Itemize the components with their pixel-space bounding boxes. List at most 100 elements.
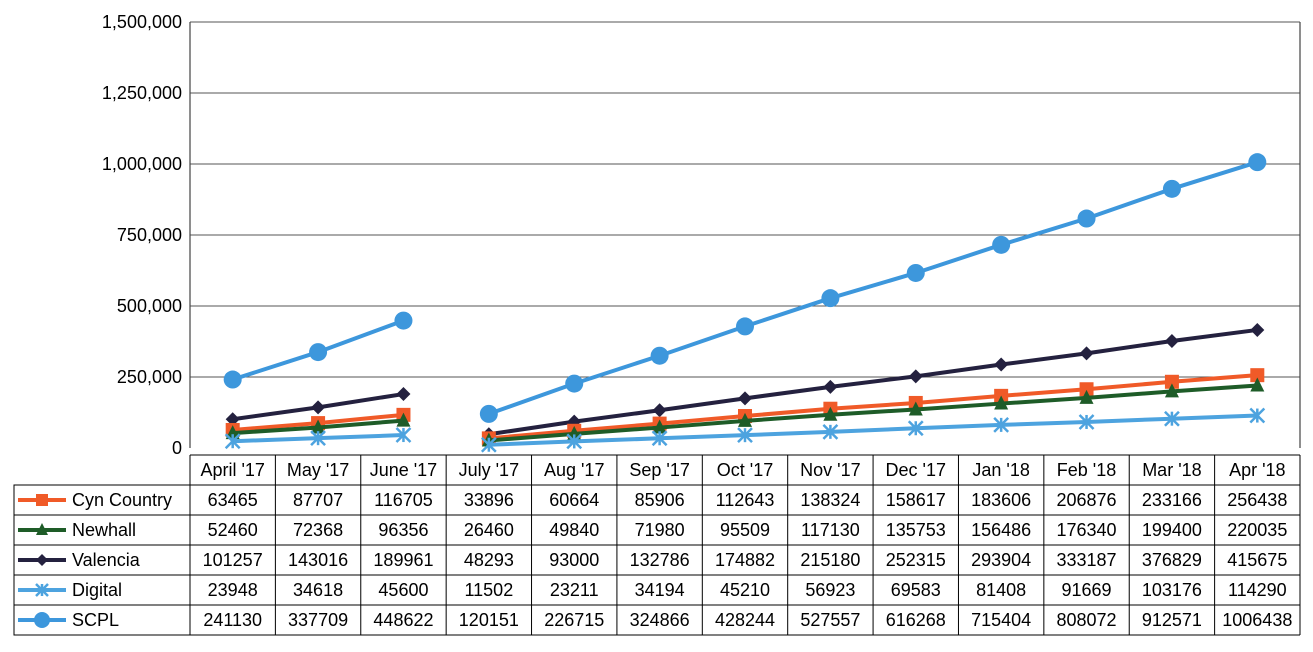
series-line-valencia [486,327,1260,437]
data-point [1164,410,1180,427]
data-point [738,391,752,406]
category-label: April '17 [200,460,264,480]
table-value: 114290 [1228,580,1287,600]
table-value: 63465 [208,490,258,510]
table-value: 233166 [1142,490,1202,510]
table-value: 174882 [715,550,775,570]
table-value: 135753 [886,520,946,540]
table-value: 912571 [1142,610,1202,630]
table-value: 189961 [373,550,433,570]
data-point [993,416,1010,433]
data-point [309,343,328,362]
data-point [1079,346,1094,361]
legend-label: SCPL [72,610,119,630]
category-label: July '17 [459,460,519,480]
table-value: 220035 [1227,520,1287,540]
y-tick-label: 0 [172,438,182,458]
table-value: 23948 [208,580,258,600]
table-value: 103176 [1142,580,1202,600]
data-point [651,430,668,447]
data-point [311,419,326,434]
data-point [908,401,923,416]
y-tick-label: 250,000 [117,367,182,387]
data-point [565,374,584,393]
category-label: Sep '17 [629,460,690,480]
table-value: 808072 [1056,610,1116,630]
table-value: 49840 [549,520,599,540]
data-point [1079,389,1094,404]
table-value: 715404 [971,610,1031,630]
table-value: 11502 [464,580,513,600]
data-point [652,419,667,434]
table-value: 34194 [635,580,685,600]
legend-label: Cyn Country [72,490,172,510]
table-value: 120151 [459,610,519,630]
data-point [907,420,924,437]
category-label: Apr '18 [1229,460,1285,480]
category-label: June '17 [370,460,438,480]
data-point [225,425,240,440]
data-point [1077,209,1096,228]
data-point [736,317,754,336]
table-value: 48293 [464,550,514,570]
data-point [396,412,411,427]
legend-marker [36,494,48,506]
table-value: 206876 [1056,490,1116,510]
data-point [310,430,326,447]
y-tick-label: 1,250,000 [102,83,182,103]
category-label: Aug '17 [544,460,605,480]
y-tick-label: 750,000 [117,225,182,245]
data-point [1162,179,1181,198]
data-point [1250,368,1265,383]
data-point [311,400,326,415]
series-line-cyn-country [486,373,1260,441]
table-value: 34618 [293,580,343,600]
table-value: 376829 [1142,550,1202,570]
data-point [224,433,241,450]
legend-marker [36,554,48,566]
legend-marker [36,523,48,535]
table-value: 132786 [630,550,690,570]
table-value: 87707 [293,490,343,510]
table-value: 93000 [549,550,599,570]
data-point [396,387,411,402]
data-point [994,357,1009,372]
data-point [992,235,1011,254]
table-value: 69583 [891,580,941,600]
table-value: 45600 [378,580,428,600]
legend-marker [34,612,50,628]
data-point [652,403,667,418]
legend-marker [35,583,49,597]
data-point [1164,383,1179,398]
table-value: 101257 [203,550,263,570]
data-point [223,370,242,389]
table-value: 448622 [373,610,433,630]
table-value: 23211 [550,580,599,600]
data-point [1250,377,1265,392]
data-point [994,395,1009,410]
data-point [738,412,752,427]
table-value: 226715 [544,610,604,630]
data-point [1078,414,1095,430]
data-point [1249,407,1266,424]
table-value: 428244 [715,610,775,630]
data-point [480,436,497,453]
table-value: 138324 [800,490,860,510]
legend-label: Valencia [72,550,141,570]
data-point [395,427,412,443]
table-value: 95509 [720,520,770,540]
data-point [1164,333,1179,348]
data-point [822,423,839,440]
data-point [566,433,583,450]
series-line-digital [486,413,1260,447]
y-tick-label: 1,500,000 [102,12,182,32]
table-value: 56923 [805,580,855,600]
table-value: 143016 [288,550,348,570]
table-value: 156486 [971,520,1031,540]
data-point [908,369,923,384]
table-value: 1006438 [1222,610,1292,630]
table-value: 71980 [635,520,685,540]
data-point [823,379,838,394]
table-value: 324866 [630,610,690,630]
data-point [821,289,840,308]
